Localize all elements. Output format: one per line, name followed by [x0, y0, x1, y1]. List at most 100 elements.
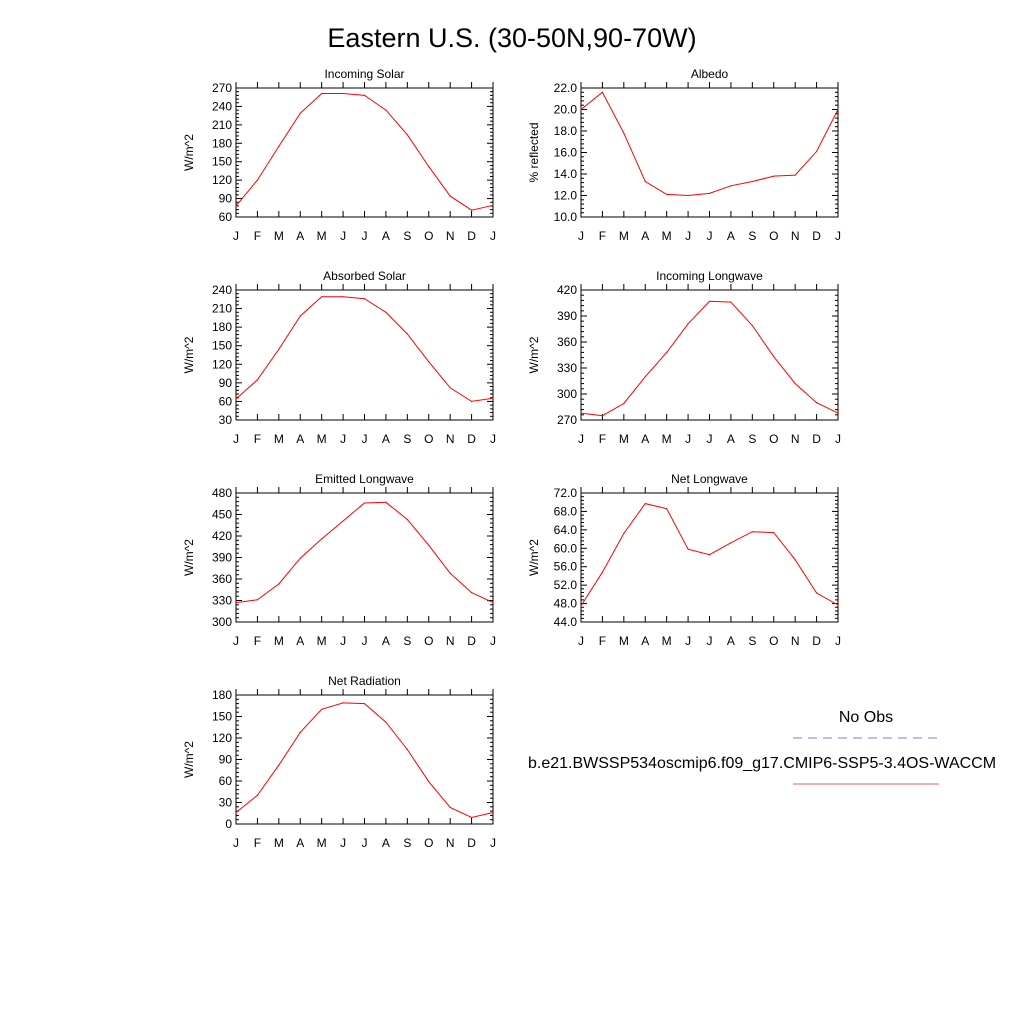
absorbed-solar-data-point [470, 400, 473, 403]
incoming-solar-xtick-label: J [490, 229, 496, 243]
incoming-solar-xtick-label: F [254, 229, 261, 243]
incoming-solar-xtick-label: J [233, 229, 239, 243]
net-longwave-data-point [751, 531, 753, 533]
emitted-longwave-ylabel: W/m^2 [182, 539, 196, 576]
incoming-longwave-xtick-label: A [641, 432, 649, 446]
absorbed-solar-ytick-label: 30 [219, 413, 233, 427]
incoming-solar-data-point [278, 145, 280, 147]
emitted-longwave-xtick-label: A [296, 634, 304, 648]
albedo-data-point [751, 180, 753, 183]
net-longwave-ytick-label: 68.0 [554, 504, 578, 518]
incoming-longwave-data-point [815, 402, 818, 404]
albedo-xtick-label: N [791, 229, 800, 243]
panel-net-longwave: Net Longwave W/m^2 44.0 48.0 52.0 56.0 60.0 64.… [527, 472, 841, 648]
net-radiation-xtick-label: D [467, 836, 476, 850]
net-longwave-xtick-label: J [685, 634, 691, 648]
absorbed-solar-xtick-label: N [446, 432, 455, 446]
incoming-solar-xtick-label: J [362, 229, 368, 243]
albedo-data-point [730, 185, 732, 187]
incoming-solar-ytick-label: 270 [212, 81, 232, 95]
net-radiation-series-line [235, 702, 494, 819]
emitted-longwave-xtick-label: M [317, 634, 327, 648]
absorbed-solar-data-point [449, 387, 451, 389]
incoming-solar-xtick-label: N [446, 229, 455, 243]
incoming-longwave-xtick-label: M [619, 432, 629, 446]
net-longwave-data-point [601, 571, 604, 573]
net-longwave-data-point [815, 592, 818, 594]
albedo-data-point [580, 108, 582, 111]
emitted-longwave-ytick-label: 390 [212, 551, 232, 565]
albedo-ylabel: % reflected [527, 122, 541, 182]
incoming-longwave-title: Incoming Longwave [656, 269, 763, 283]
net-radiation-xtick-label: S [403, 836, 411, 850]
absorbed-solar-xtick-label: A [296, 432, 304, 446]
net-radiation-xtick-label: M [274, 836, 284, 850]
albedo-ytick-label: 22.0 [554, 81, 578, 95]
net-longwave-data-point [794, 559, 796, 561]
panel-incoming-longwave: Incoming Longwave W/m^2 270 300 330 360 390 420… [527, 269, 841, 446]
net-longwave-data-point [773, 532, 775, 534]
net-longwave-ytick-label: 72.0 [554, 486, 578, 500]
incoming-solar-xtick-label: O [424, 229, 433, 243]
albedo-data-point [644, 180, 646, 183]
absorbed-solar-xtick-label: J [340, 432, 346, 446]
net-radiation-data-point [428, 781, 430, 783]
incoming-solar-data-point [428, 166, 430, 168]
incoming-longwave-data-point [708, 300, 711, 302]
emitted-longwave-data-point [470, 592, 473, 594]
absorbed-solar-xtick-label: M [317, 432, 327, 446]
emitted-longwave-xtick-label: J [490, 634, 496, 648]
incoming-solar-title: Incoming Solar [324, 67, 404, 81]
net-longwave-data-point [730, 542, 732, 544]
incoming-longwave-xtick-label: D [812, 432, 821, 446]
absorbed-solar-ytick-label: 60 [219, 394, 233, 408]
net-radiation-ytick-label: 120 [212, 731, 232, 745]
net-radiation-xtick-label: A [382, 836, 390, 850]
incoming-longwave-xtick-label: M [662, 432, 672, 446]
emitted-longwave-xtick-label: J [233, 634, 239, 648]
albedo-xtick-label: A [727, 229, 735, 243]
albedo-xtick-label: O [769, 229, 778, 243]
emitted-longwave-xtick-label: M [274, 634, 284, 648]
emitted-longwave-xtick-label: O [424, 634, 433, 648]
absorbed-solar-xtick-label: S [403, 432, 411, 446]
albedo-title: Albedo [691, 67, 729, 81]
incoming-solar-ytick-label: 120 [212, 173, 232, 187]
emitted-longwave-data-point [278, 583, 280, 585]
absorbed-solar-data-point [385, 311, 387, 313]
net-radiation-ytick-label: 30 [219, 796, 233, 810]
incoming-longwave-data-point [730, 301, 732, 303]
albedo-data-point [708, 192, 711, 194]
incoming-solar-data-point [299, 112, 301, 114]
net-longwave-ytick-label: 60.0 [554, 541, 578, 555]
emitted-longwave-xtick-label: N [446, 634, 455, 648]
incoming-solar-xtick-label: A [296, 229, 304, 243]
incoming-longwave-data-point [623, 402, 625, 405]
net-radiation-xtick-label: J [340, 836, 346, 850]
emitted-longwave-xtick-label: A [382, 634, 390, 648]
incoming-solar-data-point [470, 209, 473, 211]
net-radiation-xtick-label: F [254, 836, 261, 850]
net-longwave-xtick-label: A [727, 634, 735, 648]
albedo-xtick-label: A [641, 229, 649, 243]
emitted-longwave-data-point [363, 502, 366, 504]
absorbed-solar-data-point [256, 379, 259, 381]
incoming-solar-xtick-label: J [340, 229, 346, 243]
albedo-data-point [623, 132, 625, 134]
incoming-longwave-data-point [601, 415, 604, 417]
net-longwave-data-point [580, 605, 582, 607]
absorbed-solar-ytick-label: 90 [219, 376, 233, 390]
emitted-longwave-data-point [492, 602, 494, 604]
emitted-longwave-ytick-label: 300 [212, 615, 232, 629]
net-radiation-xtick-label: J [490, 836, 496, 850]
net-longwave-xtick-label: A [641, 634, 649, 648]
net-radiation-data-point [235, 811, 237, 814]
net-longwave-data-point [644, 502, 646, 505]
net-longwave-xtick-label: J [578, 634, 584, 648]
incoming-solar-xtick-label: A [382, 229, 390, 243]
net-radiation-plot-frame [235, 694, 494, 825]
net-radiation-data-point [278, 764, 280, 766]
albedo-ytick-label: 14.0 [554, 167, 578, 181]
figure-title: Eastern U.S. (30-50N,90-70W) [327, 23, 696, 53]
